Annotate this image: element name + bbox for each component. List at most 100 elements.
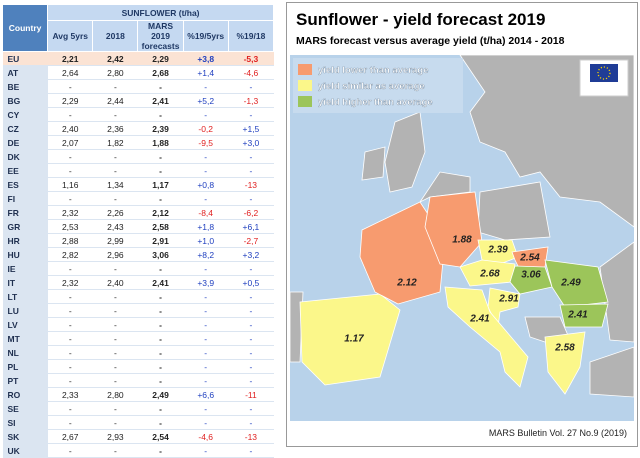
table-row: HU 2,82 2,96 3,06 +8,2 +3,2 <box>2 247 274 262</box>
value-cell: -5,3 <box>228 51 274 66</box>
value-cell: - <box>183 149 229 164</box>
value-cell: -4,6 <box>228 65 274 80</box>
value-cell: - <box>47 415 93 430</box>
value-cell: - <box>92 331 138 346</box>
value-cell: - <box>228 331 274 346</box>
value-cell: - <box>137 107 184 122</box>
value-cell: 2,99 <box>92 233 138 248</box>
value-cell: 2,36 <box>92 121 138 136</box>
legend-box <box>293 58 463 113</box>
value-cell: 2,39 <box>137 121 184 136</box>
region-value: 2.12 <box>396 278 417 289</box>
legend-label: yield similar as average <box>318 81 425 92</box>
region-value: 2.68 <box>479 269 500 280</box>
table-row: SK 2,67 2,93 2,54 -4,6 -13 <box>2 429 274 444</box>
value-cell: - <box>228 345 274 360</box>
value-cell: - <box>228 191 274 206</box>
table-row: GR 2,53 2,43 2,58 +1,8 +6,1 <box>2 219 274 234</box>
yield-table: Country SUNFLOWER (t/ha) Avg 5yrs 2018 M… <box>1 4 275 458</box>
value-cell: - <box>228 149 274 164</box>
table-title: SUNFLOWER (t/ha) <box>47 4 274 21</box>
country-cell: SK <box>2 429 48 444</box>
value-cell: - <box>47 289 93 304</box>
table-row: PL - - - - - <box>2 359 274 374</box>
value-cell: - <box>228 107 274 122</box>
value-cell: 2,58 <box>137 219 184 234</box>
region-value: 3.06 <box>521 270 541 281</box>
column-header: %19/5yrs <box>182 20 229 52</box>
value-cell: - <box>92 149 138 164</box>
value-cell: - <box>183 415 229 430</box>
value-cell: +0,8 <box>183 177 229 192</box>
region-value: 2.54 <box>519 253 540 264</box>
value-cell: 2,42 <box>92 51 138 66</box>
value-cell: - <box>183 401 229 416</box>
table-row: IE - - - - - <box>2 261 274 276</box>
column-header: Country <box>1 4 49 52</box>
column-header: MARS 2019 forecasts <box>137 20 184 52</box>
table-row: HR 2,88 2,99 2,91 +1,0 -2,7 <box>2 233 274 248</box>
value-cell: 2,32 <box>47 275 93 290</box>
value-cell: - <box>92 443 138 458</box>
value-cell: - <box>92 303 138 318</box>
value-cell: - <box>137 415 184 430</box>
value-cell: - <box>137 191 184 206</box>
column-header: %19/18 <box>227 20 275 52</box>
value-cell: - <box>228 443 274 458</box>
country-cell: HR <box>2 233 48 248</box>
country-cell: RO <box>2 387 48 402</box>
region-value: 2.91 <box>498 294 519 305</box>
country-cell: BG <box>2 93 48 108</box>
value-cell: - <box>47 373 93 388</box>
value-cell: -9,5 <box>183 135 229 150</box>
value-cell: - <box>47 317 93 332</box>
table-row: AT 2,64 2,80 2,68 +1,4 -4,6 <box>2 65 274 80</box>
value-cell: - <box>228 373 274 388</box>
value-cell: - <box>92 345 138 360</box>
value-cell: +3,0 <box>228 135 274 150</box>
value-cell: +1,5 <box>228 121 274 136</box>
value-cell: - <box>47 79 93 94</box>
value-cell: -6,2 <box>228 205 274 220</box>
value-cell: - <box>228 163 274 178</box>
value-cell: 2,67 <box>47 429 93 444</box>
value-cell: - <box>92 163 138 178</box>
column-header: 2018 <box>92 20 139 52</box>
value-cell: +3,2 <box>228 247 274 262</box>
value-cell: 2,53 <box>47 219 93 234</box>
value-cell: 2,88 <box>47 233 93 248</box>
value-cell: 2,40 <box>47 121 93 136</box>
table-row: LT - - - - - <box>2 289 274 304</box>
value-cell: -13 <box>228 429 274 444</box>
region <box>477 239 519 265</box>
value-cell: - <box>137 359 184 374</box>
legend-swatch <box>298 64 312 75</box>
country-cell: LT <box>2 289 48 304</box>
table-row: SE - - - - - <box>2 401 274 416</box>
region-value: 2.49 <box>560 278 581 289</box>
value-cell: - <box>183 79 229 94</box>
value-cell: 2,80 <box>92 65 138 80</box>
table-row: EE - - - - - <box>2 163 274 178</box>
country-cell: LV <box>2 317 48 332</box>
value-cell: - <box>183 163 229 178</box>
country-cell: FI <box>2 191 48 206</box>
value-cell: 1,17 <box>137 177 184 192</box>
table-row: MT - - - - - <box>2 331 274 346</box>
table-row: LU - - - - - <box>2 303 274 318</box>
country-cell: NL <box>2 345 48 360</box>
value-cell: 3,06 <box>137 247 184 262</box>
country-cell: HU <box>2 247 48 262</box>
map-panel: Sunflower - yield forecast 2019 MARS for… <box>286 2 638 447</box>
region <box>444 286 529 388</box>
value-cell: - <box>137 79 184 94</box>
value-cell: - <box>228 415 274 430</box>
country-cell: LU <box>2 303 48 318</box>
value-cell: - <box>92 317 138 332</box>
value-cell: - <box>47 331 93 346</box>
value-cell: - <box>137 303 184 318</box>
value-cell: - <box>183 107 229 122</box>
value-cell: - <box>47 303 93 318</box>
value-cell: - <box>137 163 184 178</box>
value-cell: - <box>137 443 184 458</box>
